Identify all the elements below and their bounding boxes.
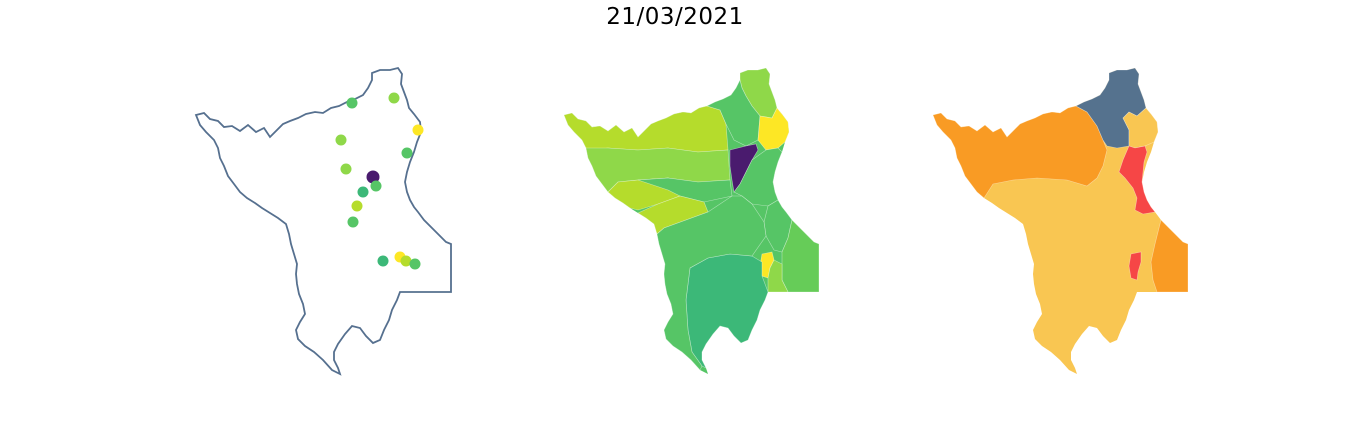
station-point [378,256,389,267]
region [686,254,768,368]
station-points-map [196,68,451,374]
station-point [402,148,413,159]
station-point [336,135,347,146]
station-point [413,125,424,136]
station-point [410,259,421,270]
station-point [358,187,369,198]
state-outline [196,68,451,374]
station-point [348,217,359,228]
station-point [347,98,358,109]
viridis-choropleth-map [564,68,819,374]
risk-class-choropleth-map [933,68,1188,374]
station-point [341,164,352,175]
region [564,106,728,152]
station-point [352,201,363,212]
station-point [371,181,382,192]
station-point [389,93,400,104]
